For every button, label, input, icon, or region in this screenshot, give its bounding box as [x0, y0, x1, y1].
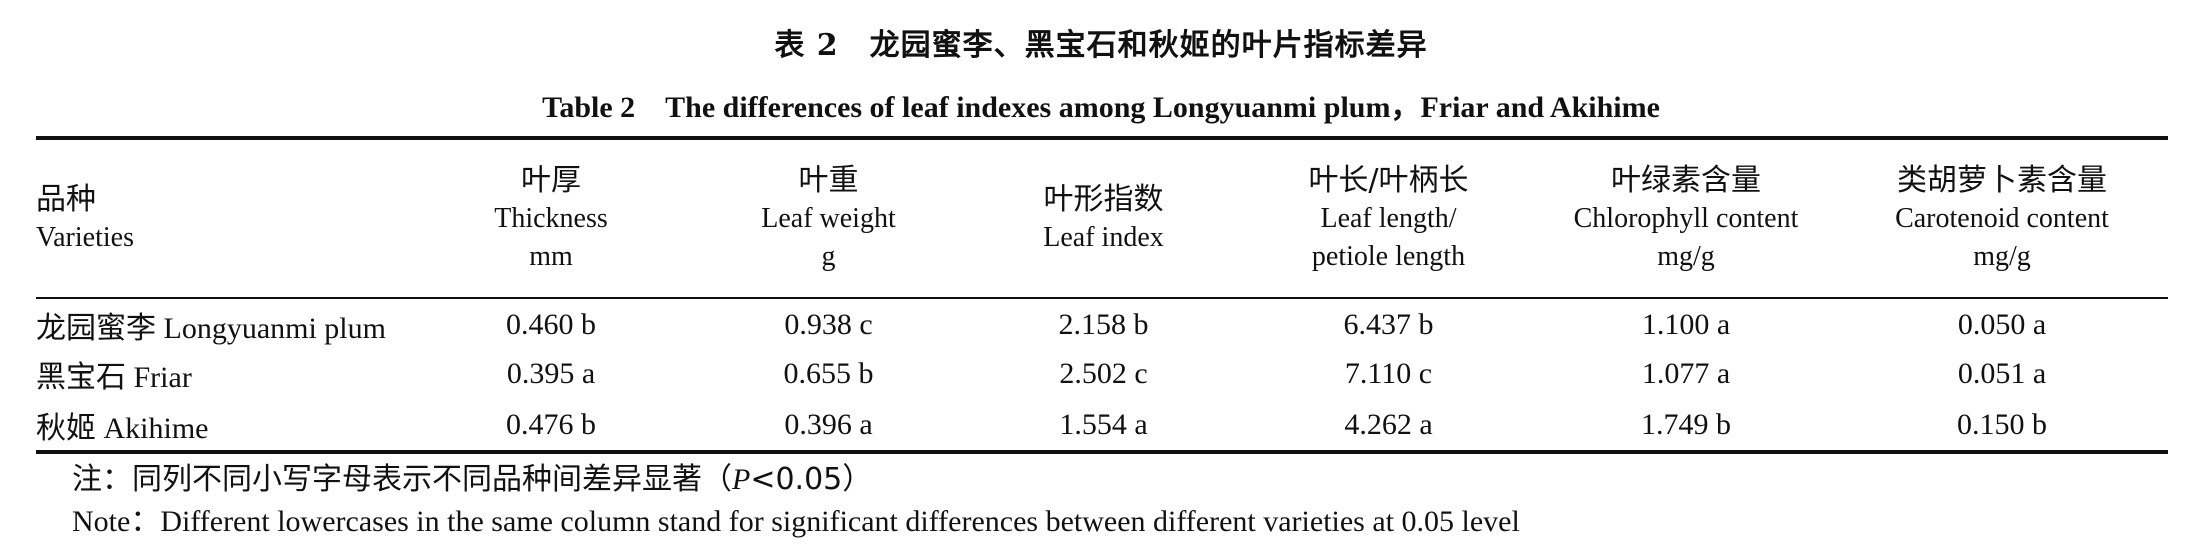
header-leaf-weight-zh: 叶重: [798, 162, 859, 198]
variety-name-zh: 黑宝石: [36, 359, 126, 395]
leaf-index-table: 品种 Varieties 叶厚 Thickness mm 叶重 Leaf wei…: [36, 140, 2168, 450]
value-cell: 0.476 b: [506, 407, 596, 441]
top-rule: [36, 136, 2168, 140]
header-carotenoid-zh: 类胡萝卜素含量: [1897, 162, 2107, 198]
value-cell: 1.100 a: [1641, 307, 1731, 341]
value-cell: 7.110 c: [1344, 356, 1433, 390]
header-leaf-index-zh: 叶形指数: [1043, 181, 1164, 217]
value-cell: 2.502 c: [1059, 356, 1148, 390]
value-cell: 1.749 b: [1641, 407, 1731, 441]
variety-cell: 黑宝石 Friar: [36, 348, 411, 399]
value-cell: 0.396 a: [784, 407, 873, 441]
bottom-rule: [36, 450, 2168, 454]
header-leaf-weight-unit: g: [821, 240, 836, 272]
header-leaf-petiole-ratio-en2: petiole length: [1311, 240, 1466, 272]
header-varieties: 品种 Varieties: [36, 140, 411, 297]
variety-cell: 龙园蜜李 Longyuanmi plum: [36, 297, 411, 348]
header-leaf-petiole-ratio-en: Leaf length/: [1320, 202, 1457, 234]
value-cell: 2.158 b: [1058, 307, 1149, 341]
header-leaf-index: 叶形指数 Leaf index: [966, 140, 1241, 297]
header-varieties-en: Varieties: [36, 221, 134, 253]
header-leaf-weight: 叶重 Leaf weight g: [691, 140, 966, 297]
note-zh-p: P: [732, 463, 751, 496]
header-rule: [36, 297, 2168, 299]
value-cell: 0.938 c: [784, 307, 873, 341]
note-zh-prefix: 注：同列不同小写字母表示不同品种间差异显著（: [72, 462, 732, 497]
table-note-zh: 注：同列不同小写字母表示不同品种间差异显著（P<0.05）: [72, 454, 872, 498]
value-cell: 0.150 b: [1957, 407, 2047, 441]
header-thickness: 叶厚 Thickness mm: [411, 140, 691, 297]
value-cell: 4.262 a: [1344, 407, 1433, 441]
value-cell: 1.077 a: [1641, 356, 1731, 390]
header-thickness-zh: 叶厚: [521, 162, 581, 198]
table-note-en: Note：Different lowercases in the same co…: [72, 505, 1520, 538]
header-chlorophyll: 叶绿素含量 Chlorophyll content mg/g: [1536, 140, 1836, 297]
variety-name-zh: 秋姬: [36, 410, 96, 446]
table-title-en: Table 2 The differences of leaf indexes …: [542, 91, 1660, 124]
header-leaf-petiole-ratio-zh: 叶长/叶柄长: [1308, 162, 1469, 198]
value-cell: 0.051 a: [1957, 356, 2047, 390]
value-cell: 0.050 a: [1957, 307, 2047, 341]
table-row: 龙园蜜李 Longyuanmi plum 0.460 b 0.938 c 2.1…: [36, 297, 2168, 348]
variety-cell: 秋姬 Akihime: [36, 399, 411, 450]
value-cell: 1.554 a: [1059, 407, 1148, 441]
table-row: 黑宝石 Friar 0.395 a 0.655 b 2.502 c 7.110 …: [36, 348, 2168, 399]
table-title-zh: 表 2 龙园蜜李、黑宝石和秋姬的叶片指标差异: [774, 28, 1428, 63]
header-leaf-index-en: Leaf index: [1043, 221, 1164, 253]
variety-name-en: Friar: [133, 360, 192, 394]
variety-name-en: Longyuanmi plum: [163, 311, 386, 345]
value-cell: 0.460 b: [506, 307, 596, 341]
header-chlorophyll-en: Chlorophyll content: [1573, 202, 1799, 234]
note-zh-suffix: <0.05）: [750, 462, 873, 497]
header-leaf-petiole-ratio: 叶长/叶柄长 Leaf length/ petiole length: [1241, 140, 1536, 297]
header-chlorophyll-zh: 叶绿素含量: [1611, 162, 1761, 198]
header-leaf-weight-en: Leaf weight: [761, 202, 896, 234]
table-row: 秋姬 Akihime 0.476 b 0.396 a 1.554 a 4.262…: [36, 399, 2168, 450]
header-thickness-en: Thickness: [494, 202, 608, 234]
value-cell: 6.437 b: [1343, 307, 1434, 341]
variety-name-zh: 龙园蜜李: [36, 310, 156, 346]
header-row: 品种 Varieties 叶厚 Thickness mm 叶重 Leaf wei…: [36, 140, 2168, 297]
header-carotenoid-unit: mg/g: [1973, 240, 2031, 272]
header-carotenoid: 类胡萝卜素含量 Carotenoid content mg/g: [1836, 140, 2168, 297]
header-chlorophyll-unit: mg/g: [1657, 240, 1715, 272]
variety-name-en: Akihime: [103, 411, 209, 445]
header-thickness-unit: mm: [529, 240, 573, 272]
header-varieties-zh: 品种: [36, 181, 96, 217]
value-cell: 0.655 b: [783, 356, 874, 390]
header-carotenoid-en: Carotenoid content: [1895, 202, 2109, 234]
value-cell: 0.395 a: [506, 356, 596, 390]
